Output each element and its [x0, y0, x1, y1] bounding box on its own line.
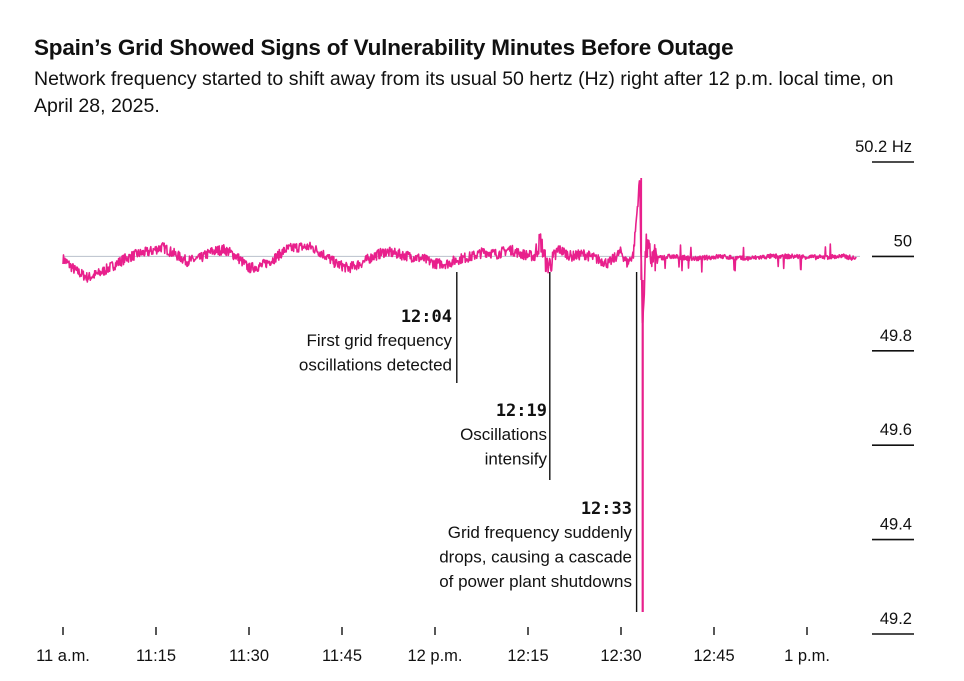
x-tick-label: 11:45 — [322, 647, 362, 665]
annotation-time-label: 12:33 — [581, 499, 632, 519]
x-tick-label: 12:15 — [507, 647, 548, 665]
y-tick-label: 50.2 Hz — [855, 138, 912, 156]
annotation-text-line: Oscillations — [460, 425, 547, 444]
annotation-text-line: of power plant shutdowns — [439, 572, 632, 591]
annotation-time-label: 12:19 — [496, 401, 547, 421]
x-tick-label: 1 p.m. — [784, 647, 830, 665]
chart-title: Spain’s Grid Showed Signs of Vulnerabili… — [34, 35, 734, 60]
y-tick-label: 50 — [894, 232, 912, 250]
y-tick-label: 49.8 — [880, 327, 912, 345]
annotation-text-line: intensify — [485, 450, 548, 469]
annotation-text-line: oscillations detected — [299, 356, 452, 375]
x-tick-label: 12:45 — [693, 647, 734, 665]
x-tick-label: 11:30 — [229, 647, 269, 665]
frequency-series-line — [62, 180, 857, 324]
x-tick-label: 11:15 — [136, 647, 176, 665]
annotation-text-line: First grid frequency — [307, 331, 453, 350]
y-tick-label: 49.2 — [880, 610, 912, 628]
x-tick-label: 12 p.m. — [407, 647, 462, 665]
y-tick-label: 49.6 — [880, 421, 912, 439]
annotation-time-label: 12:04 — [401, 307, 452, 327]
annotation-text-line: Grid frequency suddenly — [448, 523, 633, 542]
x-tick-label: 12:30 — [600, 647, 641, 665]
y-tick-label: 49.4 — [880, 516, 912, 534]
x-tick-label: 11 a.m. — [36, 647, 90, 665]
annotation-text-line: drops, causing a cascade — [439, 548, 632, 567]
chart-subtitle: Network frequency started to shift away … — [34, 68, 894, 117]
